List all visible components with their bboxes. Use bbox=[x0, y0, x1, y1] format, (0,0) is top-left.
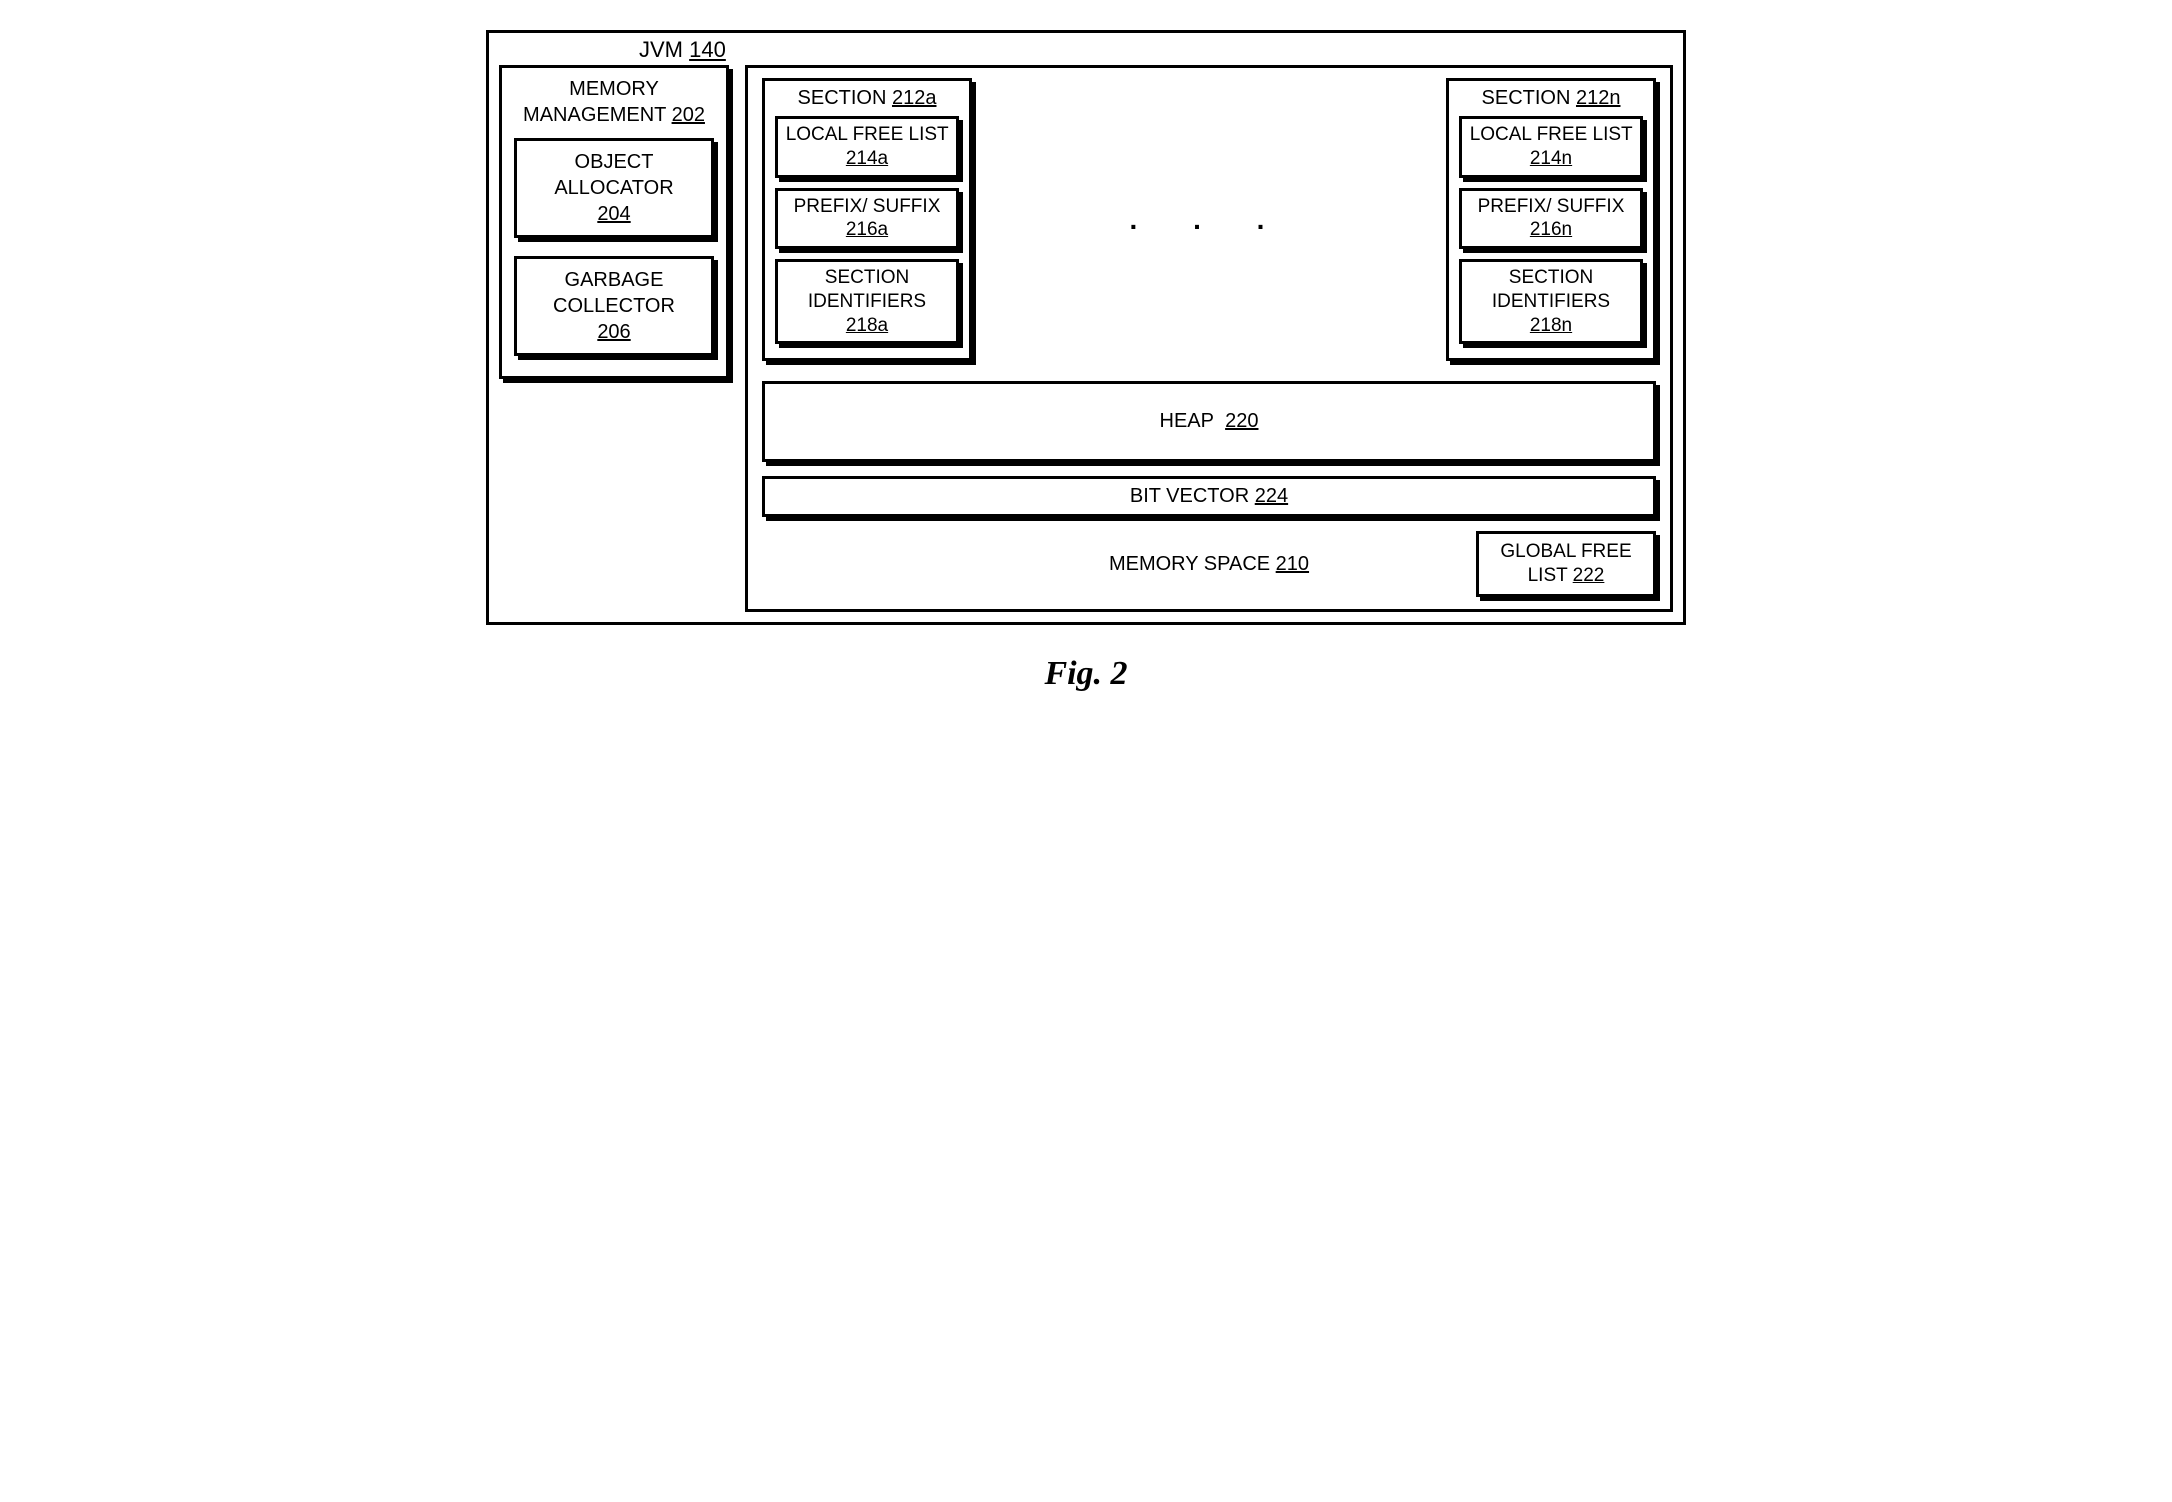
object-allocator-label: OBJECT ALLOCATOR bbox=[554, 151, 673, 199]
heap-box: HEAP 220 bbox=[762, 381, 1656, 462]
section-n-ref: 212n bbox=[1576, 87, 1621, 109]
prefix-suffix-a-box: PREFIX/ SUFFIX 216a bbox=[775, 188, 959, 250]
section-identifiers-a-ref: 218a bbox=[846, 315, 888, 336]
heap-ref: 220 bbox=[1225, 410, 1258, 432]
heap-label: HEAP bbox=[1160, 410, 1214, 432]
local-free-list-n-ref: 214n bbox=[1530, 148, 1572, 169]
prefix-suffix-n-box: PREFIX/ SUFFIX 216n bbox=[1459, 188, 1643, 250]
memory-management-label: MEMORY MANAGEMENT bbox=[523, 78, 666, 126]
global-free-list-ref: 222 bbox=[1573, 565, 1605, 586]
bit-vector-box: BIT VECTOR 224 bbox=[762, 476, 1656, 517]
jvm-ref: 140 bbox=[689, 37, 726, 62]
bit-vector-ref: 224 bbox=[1255, 485, 1288, 507]
local-free-list-a-label: LOCAL FREE LIST bbox=[786, 124, 949, 145]
section-n-label: SECTION bbox=[1482, 87, 1571, 109]
bit-vector-label: BIT VECTOR bbox=[1130, 485, 1249, 507]
section-n-title: SECTION 212n bbox=[1459, 87, 1643, 110]
prefix-suffix-a-ref: 216a bbox=[846, 219, 888, 240]
garbage-collector-box: GARBAGE COLLECTOR 206 bbox=[514, 256, 714, 356]
figure-caption: Fig. 2 bbox=[1044, 655, 1127, 693]
memory-space-ref: 210 bbox=[1276, 553, 1309, 575]
bottom-row: MEMORY SPACE 210 GLOBAL FREE LIST 222 bbox=[762, 531, 1656, 597]
memory-space-label: MEMORY SPACE bbox=[1109, 553, 1270, 575]
local-free-list-n-box: LOCAL FREE LIST 214n bbox=[1459, 116, 1643, 178]
section-identifiers-n-ref: 218n bbox=[1530, 315, 1572, 336]
garbage-collector-ref: 206 bbox=[597, 321, 630, 343]
memory-space-box: SECTION 212a LOCAL FREE LIST 214a PREFIX… bbox=[745, 65, 1673, 612]
section-identifiers-n-label: SECTION IDENTIFIERS bbox=[1492, 267, 1610, 312]
section-identifiers-n-box: SECTION IDENTIFIERS 218n bbox=[1459, 259, 1643, 344]
jvm-label: JVM bbox=[639, 37, 683, 62]
memory-management-box: MEMORY MANAGEMENT 202 OBJECT ALLOCATOR 2… bbox=[499, 65, 729, 379]
section-a-label: SECTION bbox=[798, 87, 887, 109]
local-free-list-n-label: LOCAL FREE LIST bbox=[1470, 124, 1633, 145]
section-identifiers-a-label: SECTION IDENTIFIERS bbox=[808, 267, 926, 312]
section-a-ref: 212a bbox=[892, 87, 937, 109]
jvm-container: JVM 140 MEMORY MANAGEMENT 202 OBJECT ALL… bbox=[486, 30, 1686, 625]
object-allocator-box: OBJECT ALLOCATOR 204 bbox=[514, 138, 714, 238]
section-a-box: SECTION 212a LOCAL FREE LIST 214a PREFIX… bbox=[762, 78, 972, 361]
prefix-suffix-a-label: PREFIX/ SUFFIX bbox=[794, 196, 941, 217]
section-n-box: SECTION 212n LOCAL FREE LIST 214n PREFIX… bbox=[1446, 78, 1656, 361]
local-free-list-a-ref: 214a bbox=[846, 148, 888, 169]
section-identifiers-a-box: SECTION IDENTIFIERS 218a bbox=[775, 259, 959, 344]
memory-management-ref: 202 bbox=[672, 104, 705, 126]
section-a-title: SECTION 212a bbox=[775, 87, 959, 110]
memory-management-title: MEMORY MANAGEMENT 202 bbox=[514, 76, 714, 128]
memory-space-title: MEMORY SPACE 210 bbox=[942, 553, 1476, 576]
jvm-title: JVM 140 bbox=[639, 37, 1673, 63]
prefix-suffix-n-label: PREFIX/ SUFFIX bbox=[1478, 196, 1625, 217]
global-free-list-label: GLOBAL FREE LIST bbox=[1500, 541, 1631, 586]
object-allocator-ref: 204 bbox=[597, 203, 630, 225]
garbage-collector-label: GARBAGE COLLECTOR bbox=[553, 269, 675, 317]
prefix-suffix-n-ref: 216n bbox=[1530, 219, 1572, 240]
ellipsis: . . . bbox=[1110, 204, 1309, 236]
sections-row: SECTION 212a LOCAL FREE LIST 214a PREFIX… bbox=[762, 78, 1656, 361]
local-free-list-a-box: LOCAL FREE LIST 214a bbox=[775, 116, 959, 178]
global-free-list-box: GLOBAL FREE LIST 222 bbox=[1476, 531, 1656, 597]
main-row: MEMORY MANAGEMENT 202 OBJECT ALLOCATOR 2… bbox=[499, 65, 1673, 612]
